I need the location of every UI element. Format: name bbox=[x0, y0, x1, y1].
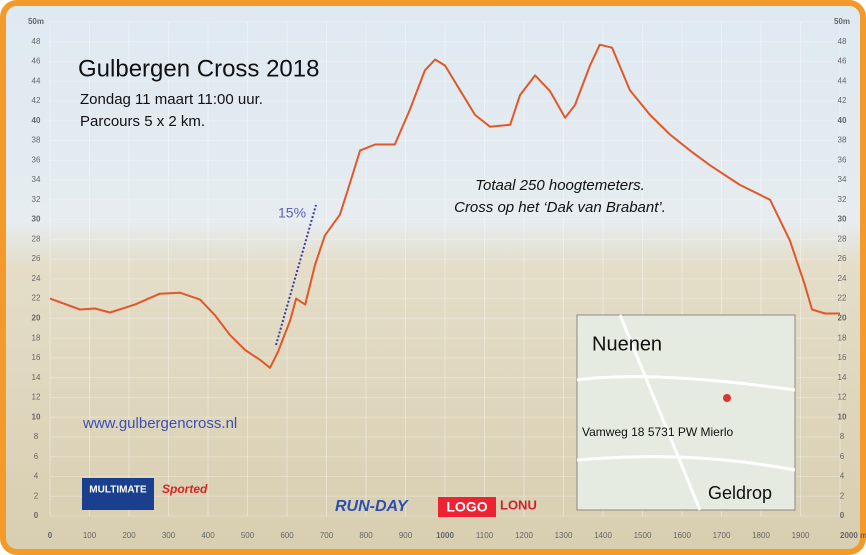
x-tick-label: 1500 bbox=[634, 531, 652, 540]
sponsor: LOGO bbox=[446, 499, 487, 515]
y-tick-label: 0 bbox=[840, 511, 845, 520]
x-tick-label: 0 bbox=[48, 531, 53, 540]
x-tick-label: 200 bbox=[122, 531, 136, 540]
y-tick-label: 44 bbox=[838, 76, 847, 85]
y-tick-label: 46 bbox=[32, 57, 41, 66]
y-tick-label: 12 bbox=[838, 393, 847, 402]
x-tick-label: 1100 bbox=[476, 531, 494, 540]
x-tick-label: 1900 bbox=[792, 531, 810, 540]
y-tick-label: 28 bbox=[838, 234, 847, 243]
y-tick-label: 30 bbox=[32, 215, 41, 224]
x-tick-label: 1800 bbox=[752, 531, 770, 540]
x-tick-label: 600 bbox=[280, 531, 294, 540]
y-tick-label: 32 bbox=[32, 195, 41, 204]
x-tick-label: 500 bbox=[241, 531, 255, 540]
y-tick-label: 14 bbox=[32, 373, 41, 382]
subtitle: Zondag 11 maart 11:00 uur. bbox=[80, 91, 263, 108]
x-tick-label: 1200 bbox=[515, 531, 533, 540]
x-tick-label: 1600 bbox=[673, 531, 691, 540]
y-tick-label: 8 bbox=[840, 432, 845, 441]
y-tick-label: 26 bbox=[838, 254, 847, 263]
y-tick-label: 40 bbox=[838, 116, 847, 125]
x-tick-label: 300 bbox=[162, 531, 176, 540]
x-tick-label: 1300 bbox=[555, 531, 573, 540]
x-tick-label: 1700 bbox=[713, 531, 731, 540]
x-tick-label: 400 bbox=[201, 531, 215, 540]
y-tick-label: 16 bbox=[32, 353, 41, 362]
title: Gulbergen Cross 2018 bbox=[78, 55, 319, 82]
y-tick-label: 20 bbox=[32, 314, 41, 323]
subtitle: Parcours 5 x 2 km. bbox=[80, 113, 205, 130]
y-tick-label: 18 bbox=[838, 333, 847, 342]
y-tick-label: 4 bbox=[840, 472, 845, 481]
y-tick-label: 18 bbox=[32, 333, 41, 342]
y-tick-label: 38 bbox=[32, 136, 41, 145]
sponsor: MULTIMATE bbox=[89, 485, 147, 496]
annotation: Totaal 250 hoogtemeters. bbox=[475, 177, 645, 194]
y-tick-label: 42 bbox=[32, 96, 41, 105]
y-tick-label: 14 bbox=[838, 373, 847, 382]
y-tick-label: 34 bbox=[838, 175, 847, 184]
y-tick-label: 30 bbox=[838, 215, 847, 224]
y-tick-label: 26 bbox=[32, 254, 41, 263]
y-tick-label: 16 bbox=[838, 353, 847, 362]
y-tick-label: 24 bbox=[838, 274, 847, 283]
y-tick-label: 20 bbox=[838, 314, 847, 323]
y-tick-label: 48 bbox=[838, 37, 847, 46]
y-tick-label: 22 bbox=[32, 294, 41, 303]
x-tick-label: 1000 bbox=[436, 531, 454, 540]
y-tick-label: 8 bbox=[34, 432, 39, 441]
y-tick-label: 4 bbox=[34, 472, 39, 481]
y-tick-label: 50m bbox=[28, 17, 44, 26]
y-tick-label: 42 bbox=[838, 96, 847, 105]
x-tick-label: 100 bbox=[83, 531, 97, 540]
y-tick-label: 48 bbox=[32, 37, 41, 46]
y-tick-label: 36 bbox=[838, 155, 847, 164]
map-inset: Nuenen Vamweg 18 5731 PW Mierlo Geldrop bbox=[577, 315, 795, 510]
map-label: Vamweg 18 5731 PW Mierlo bbox=[582, 425, 734, 439]
map-label: Nuenen bbox=[592, 333, 662, 355]
y-tick-label: 46 bbox=[838, 57, 847, 66]
y-tick-label: 24 bbox=[32, 274, 41, 283]
sponsor: Sported bbox=[162, 482, 208, 496]
y-tick-label: 44 bbox=[32, 76, 41, 85]
y-tick-label: 38 bbox=[838, 136, 847, 145]
y-tick-label: 2 bbox=[34, 491, 39, 500]
y-tick-label: 0 bbox=[34, 511, 39, 520]
x-tick-label: 1400 bbox=[594, 531, 612, 540]
y-tick-label: 22 bbox=[838, 294, 847, 303]
x-tick-label: 900 bbox=[399, 531, 413, 540]
y-tick-label: 28 bbox=[32, 234, 41, 243]
x-tick-label: 2000 m bbox=[840, 531, 866, 540]
x-tick-label: 800 bbox=[359, 531, 373, 540]
y-tick-label: 10 bbox=[32, 412, 41, 421]
sponsor: LONU bbox=[500, 497, 537, 512]
y-tick-label: 32 bbox=[838, 195, 847, 204]
map-label: Geldrop bbox=[708, 483, 772, 503]
y-tick-label: 40 bbox=[32, 116, 41, 125]
website: www.gulbergencross.nl bbox=[82, 415, 237, 432]
x-tick-label: 700 bbox=[320, 531, 334, 540]
y-tick-label: 6 bbox=[840, 452, 845, 461]
y-tick-label: 34 bbox=[32, 175, 41, 184]
annotation: 15% bbox=[278, 205, 306, 221]
y-tick-label: 6 bbox=[34, 452, 39, 461]
poster: Gulbergen Cross 2018 Zondag 11 maart 11:… bbox=[0, 0, 866, 555]
y-tick-label: 36 bbox=[32, 155, 41, 164]
annotation: Cross op het ‘Dak van Brabant’. bbox=[454, 199, 666, 216]
y-tick-label: 2 bbox=[840, 491, 845, 500]
y-tick-label: 12 bbox=[32, 393, 41, 402]
map-pin bbox=[723, 394, 731, 402]
y-tick-label: 10 bbox=[838, 412, 847, 421]
y-tick-label: 50m bbox=[834, 17, 850, 26]
sponsor: RUN-DAY bbox=[335, 498, 409, 515]
